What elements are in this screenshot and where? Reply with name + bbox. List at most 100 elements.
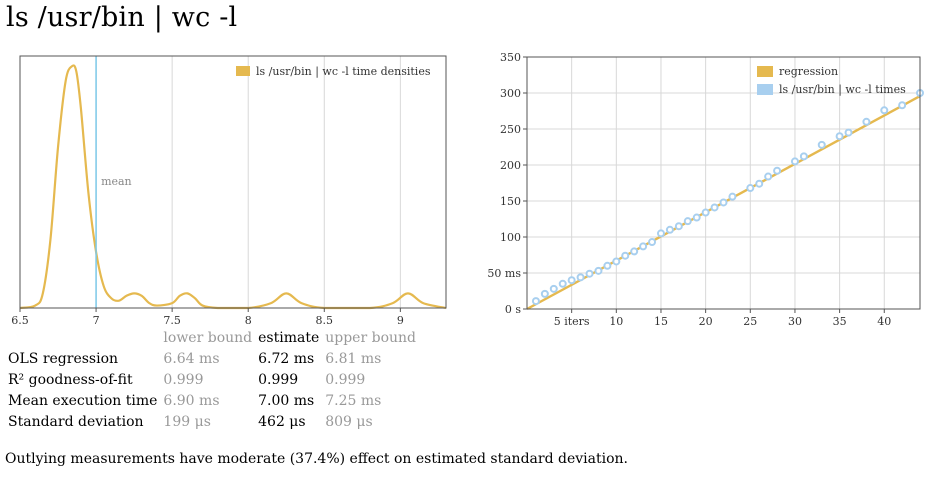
density-x-ticks: 6.5 7 7.5 8 8.5 9 (11, 308, 404, 327)
regression-x-tick-label: 5 iters (554, 315, 590, 328)
samples-legend-label: ls /usr/bin | wc -l times (779, 83, 906, 97)
page-title: ls /usr/bin | wc -l (6, 2, 238, 33)
stats-row-r2: R² goodness-of-fit 0.999 0.999 0.999 (5, 372, 419, 393)
sample-point (692, 213, 701, 222)
sample-point (683, 217, 692, 226)
sample-point (567, 276, 576, 285)
density-curve (19, 64, 447, 310)
sample-point (728, 192, 737, 201)
stats-estimate: 0.999 (258, 372, 299, 388)
regression-y-tick-label: 150 (500, 195, 521, 208)
sample-point (531, 297, 540, 306)
sample-point (594, 266, 603, 275)
stats-header-row: lower bound estimate upper bound (5, 330, 419, 351)
stats-estimate: 6.72 ms (258, 351, 315, 367)
stats-row-mean: Mean execution time 6.90 ms 7.00 ms 7.25… (5, 393, 419, 414)
stats-row-label: Standard deviation (8, 414, 144, 430)
sample-point (639, 242, 648, 251)
outlier-note: Outlying measurements have moderate (37.… (5, 451, 628, 467)
regression-legend: regression ls /usr/bin | wc -l times (757, 65, 906, 97)
density-plot-frame (19, 55, 447, 309)
regression-y-tick-label: 350 (500, 51, 521, 64)
sample-point (576, 273, 585, 282)
sample-point (603, 261, 612, 270)
regression-x-tick-label: 35 (833, 315, 847, 328)
stats-lower: 6.90 ms (163, 393, 220, 409)
stats-header-blank (5, 330, 160, 351)
density-tick-label: 8.5 (316, 314, 334, 327)
stats-lower: 6.64 ms (163, 351, 220, 367)
samples-legend-swatch (757, 84, 773, 95)
sample-point (719, 198, 728, 207)
density-tick-label: 9 (397, 314, 404, 327)
sample-point (755, 179, 764, 188)
density-marks: mean (19, 56, 447, 310)
charts-area: mean 6.5 7 7.5 8 8.5 9 ls /usr/bin | wc -l ti… (11, 51, 924, 328)
stats-estimate: 462 μs (258, 414, 306, 430)
regression-y-tick-label: 50 ms (487, 267, 521, 280)
stats-header-estimate: estimate (258, 330, 320, 346)
regression-x-tick-label: 20 (699, 315, 713, 328)
regression-legend-label: regression (779, 65, 838, 78)
regression-y-tick-label: 250 (500, 123, 521, 136)
sample-point (549, 284, 558, 293)
density-legend-label: ls /usr/bin | wc -l time densities (256, 65, 431, 79)
regression-y-tick-label: 200 (500, 159, 521, 172)
regression-y-tick-label: 100 (500, 231, 521, 244)
regression-chart: 5 iters 10 15 20 25 30 35 40 0 s 50 ms 100 150 200 25… (487, 51, 924, 328)
sample-point (656, 229, 665, 238)
regression-x-tick-label: 10 (609, 315, 623, 328)
sample-point (898, 101, 907, 110)
density-legend: ls /usr/bin | wc -l time densities (236, 65, 431, 79)
mean-label: mean (101, 175, 132, 188)
sample-point (746, 184, 755, 193)
stats-row-stddev: Standard deviation 199 μs 462 μs 809 μs (5, 414, 419, 435)
sample-point (710, 203, 719, 212)
sample-point (844, 128, 853, 137)
sample-point (773, 166, 782, 175)
sample-point (621, 251, 630, 260)
sample-point (701, 208, 710, 217)
regression-marks (526, 89, 924, 311)
density-tick-label: 8 (245, 314, 252, 327)
regression-plot-frame (526, 56, 921, 310)
stats-upper: 0.999 (325, 372, 366, 388)
density-legend-swatch (236, 66, 250, 76)
stats-lower: 0.999 (163, 372, 204, 388)
stats-header-upper: upper bound (325, 330, 416, 346)
density-grid (19, 56, 401, 308)
sample-point (880, 106, 889, 115)
sample-point (585, 269, 594, 278)
regression-x-tick-label: 40 (877, 315, 891, 328)
stats-upper: 7.25 ms (325, 393, 382, 409)
sample-point (540, 289, 549, 298)
sample-point (862, 117, 871, 126)
stats-row-label: Mean execution time (8, 393, 158, 409)
sample-point (612, 257, 621, 266)
regression-x-tick-label: 30 (788, 315, 802, 328)
sample-point (630, 247, 639, 256)
density-tick-label: 7.5 (163, 314, 181, 327)
sample-point (799, 152, 808, 161)
regression-y-tick-label: 0 s (505, 303, 521, 316)
density-tick-label: 6.5 (11, 314, 29, 327)
stats-table: lower bound estimate upper bound OLS reg… (5, 330, 419, 435)
sample-point (674, 222, 683, 231)
stats-upper: 6.81 ms (325, 351, 382, 367)
sample-point (835, 132, 844, 141)
sample-point (648, 238, 657, 247)
stats-upper: 809 μs (325, 414, 373, 430)
regression-ticks: 5 iters 10 15 20 25 30 35 40 0 s 50 ms 100 150 200 25… (487, 51, 891, 328)
density-chart: mean 6.5 7 7.5 8 8.5 9 ls /usr/bin | wc -l ti… (11, 55, 447, 327)
sample-point (558, 279, 567, 288)
density-tick-label: 7 (93, 314, 100, 327)
regression-y-tick-label: 300 (500, 87, 521, 100)
sample-point (790, 157, 799, 166)
stats-row-label: OLS regression (8, 351, 119, 367)
stats-row-ols: OLS regression 6.64 ms 6.72 ms 6.81 ms (5, 351, 419, 372)
stats-row-label: R² goodness-of-fit (8, 372, 133, 388)
regression-x-tick-label: 15 (654, 315, 668, 328)
sample-point (764, 172, 773, 181)
regression-legend-swatch (757, 66, 773, 77)
stats-estimate: 7.00 ms (258, 393, 315, 409)
